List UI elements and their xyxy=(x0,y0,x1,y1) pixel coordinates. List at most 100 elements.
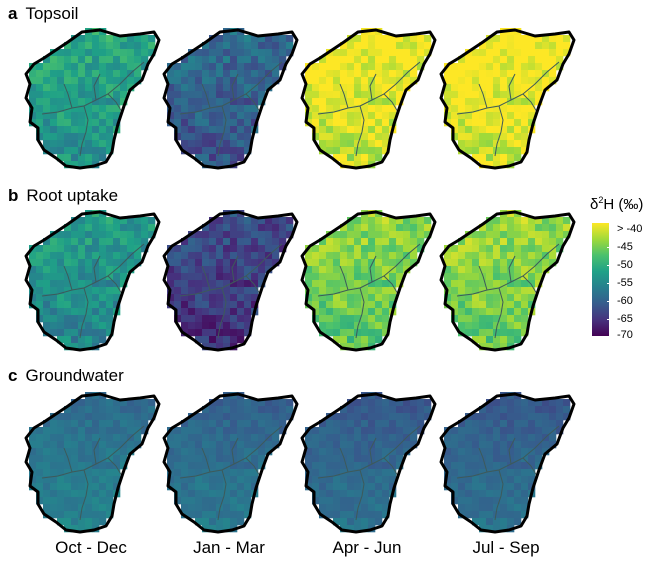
river-line xyxy=(93,255,101,283)
raster-cell xyxy=(417,420,425,428)
raster-cell xyxy=(36,91,44,99)
raster-cell xyxy=(333,434,341,442)
raster-cell xyxy=(486,329,494,337)
raster-cell xyxy=(521,252,529,260)
raster-cell xyxy=(403,42,411,50)
raster-cell xyxy=(202,140,210,148)
raster-cell xyxy=(188,441,196,449)
raster-cell xyxy=(556,217,564,225)
raster-cell xyxy=(444,252,452,260)
raster-cell xyxy=(106,490,114,498)
raster-cell xyxy=(43,84,51,92)
raster-cell xyxy=(535,238,543,246)
raster-cell xyxy=(36,434,44,442)
raster-cell xyxy=(319,84,327,92)
raster-cell xyxy=(244,98,252,106)
raster-cell xyxy=(340,511,348,519)
raster-cell xyxy=(403,224,411,232)
catchment-boundary xyxy=(162,210,299,352)
raster-cell xyxy=(326,98,334,106)
raster-cell xyxy=(50,420,58,428)
raster-cell xyxy=(209,126,217,134)
raster-cell xyxy=(223,238,231,246)
raster-cell xyxy=(174,441,182,449)
raster-cell xyxy=(340,329,348,337)
raster-cell xyxy=(195,455,203,463)
raster-cell xyxy=(106,105,114,113)
raster-cell xyxy=(486,413,494,421)
raster-cell xyxy=(195,119,203,127)
raster-cell xyxy=(209,112,217,120)
raster-cell xyxy=(195,329,203,337)
raster-cell xyxy=(465,455,473,463)
raster-cell xyxy=(500,469,508,477)
raster-cell xyxy=(319,483,327,491)
raster-cell xyxy=(333,266,341,274)
raster-cell xyxy=(305,98,313,106)
raster-cell xyxy=(57,294,65,302)
raster-cell xyxy=(71,259,79,267)
raster-cell xyxy=(113,462,121,470)
raster-cell xyxy=(451,98,459,106)
raster-cell xyxy=(444,441,452,449)
raster-cell xyxy=(230,420,238,428)
raster-cell xyxy=(396,70,404,78)
raster-cell xyxy=(375,483,383,491)
raster-cell xyxy=(479,322,487,330)
raster-cell xyxy=(92,518,100,526)
raster-cell xyxy=(57,476,65,484)
raster-cell xyxy=(424,42,432,50)
raster-cell xyxy=(354,294,362,302)
raster-cell xyxy=(106,98,114,106)
raster-cell xyxy=(500,63,508,71)
raster-cell xyxy=(92,315,100,323)
raster-cell xyxy=(195,49,203,57)
raster-cell xyxy=(223,140,231,148)
raster-cell xyxy=(479,154,487,162)
raster-cell xyxy=(507,322,515,330)
raster-cell xyxy=(493,287,501,295)
raster-cell xyxy=(64,231,72,239)
raster-cell xyxy=(486,308,494,316)
raster-cell xyxy=(251,49,259,57)
raster-cell xyxy=(354,231,362,239)
raster-cell xyxy=(127,259,135,267)
raster-cell xyxy=(202,322,210,330)
raster-cell xyxy=(99,63,107,71)
raster-cell xyxy=(188,315,196,323)
raster-cell xyxy=(113,238,121,246)
raster-cell xyxy=(493,35,501,43)
raster-cell xyxy=(216,315,224,323)
raster-cell xyxy=(361,84,369,92)
raster-cell xyxy=(188,490,196,498)
raster-cell xyxy=(354,147,362,155)
river-line xyxy=(339,265,349,291)
raster-cell xyxy=(340,70,348,78)
raster-cell xyxy=(57,70,65,78)
raster-cell xyxy=(57,434,65,442)
raster-cell xyxy=(333,294,341,302)
raster-cell xyxy=(78,462,86,470)
raster-cell xyxy=(286,49,294,57)
raster-cell xyxy=(195,497,203,505)
raster-cell xyxy=(333,455,341,463)
raster-cell xyxy=(244,308,252,316)
raster-cell xyxy=(167,84,175,92)
raster-cell xyxy=(223,133,231,141)
legend-title: δ2H (‰) xyxy=(590,195,644,213)
raster-cell xyxy=(85,77,93,85)
raster-cell xyxy=(148,49,156,57)
raster-cell xyxy=(486,105,494,113)
raster-cell xyxy=(57,322,65,330)
raster-cell xyxy=(106,322,114,330)
raster-cell xyxy=(71,455,79,463)
raster-cell xyxy=(458,455,466,463)
raster-cell xyxy=(451,427,459,435)
raster-cell xyxy=(141,406,149,414)
raster-cell xyxy=(354,518,362,526)
raster-cell xyxy=(507,63,515,71)
river-line xyxy=(79,287,89,339)
raster-cell xyxy=(507,413,515,421)
raster-cell xyxy=(305,280,313,288)
raster-cell xyxy=(472,518,480,526)
